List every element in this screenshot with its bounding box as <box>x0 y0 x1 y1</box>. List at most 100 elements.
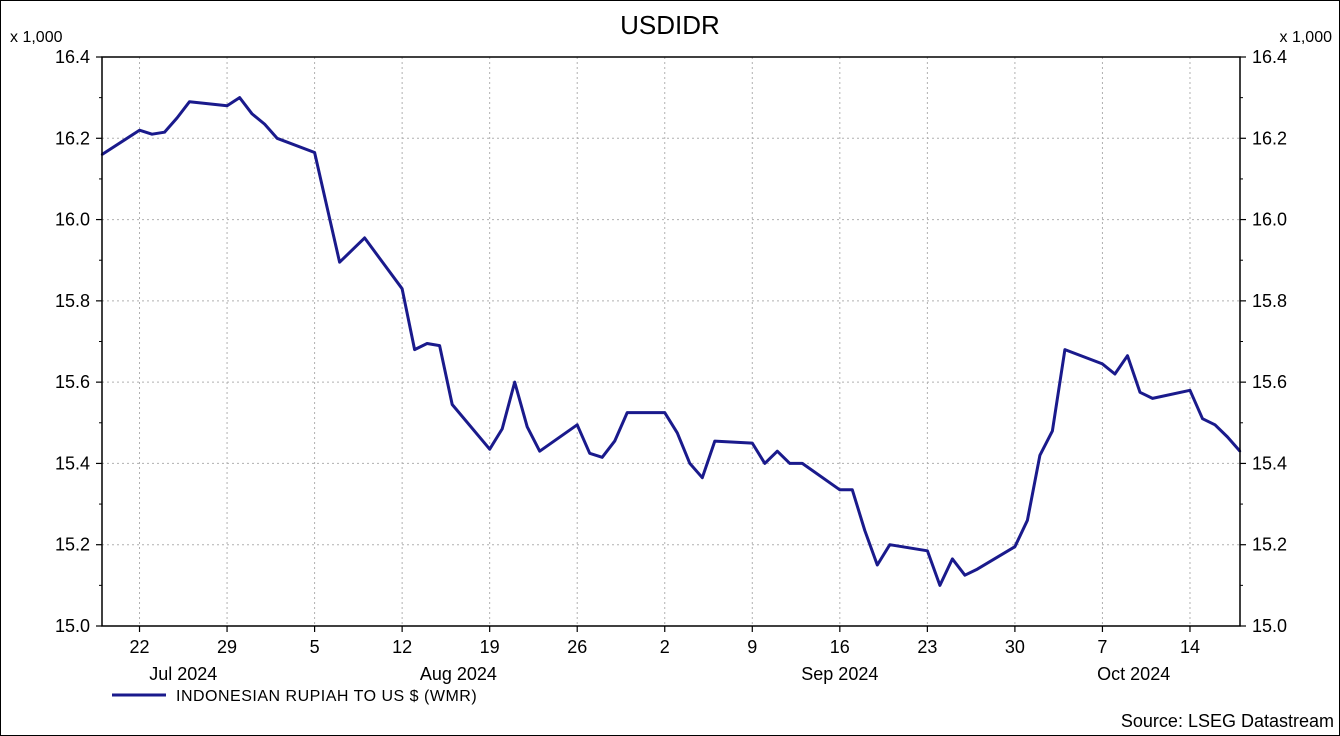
data-point <box>713 439 716 443</box>
data-point <box>263 122 266 126</box>
x-tick-label: 7 <box>1097 637 1107 657</box>
data-point <box>1151 397 1154 400</box>
data-point <box>501 427 504 431</box>
y-tick-label-left: 15.6 <box>55 372 90 392</box>
x-tick-label: 9 <box>747 637 757 657</box>
data-point <box>976 567 979 571</box>
data-point <box>1101 362 1104 366</box>
y-tick-label-right: 15.4 <box>1252 453 1287 473</box>
data-point <box>751 441 754 445</box>
data-point <box>801 462 804 465</box>
y-tick-label-left: 15.8 <box>55 291 90 311</box>
data-point <box>225 104 229 108</box>
data-point <box>688 462 691 465</box>
data-point <box>888 543 891 546</box>
data-point <box>776 450 779 453</box>
data-point <box>963 574 967 577</box>
chart-title: USDIDR <box>620 10 720 40</box>
data-point <box>451 403 454 406</box>
data-point <box>413 348 416 351</box>
data-point <box>926 549 929 552</box>
data-point <box>150 133 154 136</box>
y-tick-label-right: 15.8 <box>1252 291 1287 311</box>
data-point <box>350 248 354 252</box>
data-point <box>513 380 516 384</box>
data-point <box>613 439 616 443</box>
data-point <box>238 96 241 99</box>
data-point <box>1188 389 1192 392</box>
y-tick-label-left: 16.2 <box>55 128 90 148</box>
source-note: Source: LSEG Datastream <box>1121 711 1334 731</box>
data-point <box>576 423 579 426</box>
y-tick-label-right: 15.6 <box>1252 372 1287 392</box>
data-point <box>1126 354 1129 357</box>
x-tick-label: 30 <box>1005 637 1025 657</box>
y-tick-label-right: 15.0 <box>1252 616 1287 636</box>
x-tick-label: 19 <box>480 637 500 657</box>
data-point <box>488 448 491 451</box>
legend-label: INDONESIAN RUPIAH TO US $ (WMR) <box>176 688 477 705</box>
data-point <box>313 151 316 154</box>
y-tick-label-right: 16.2 <box>1252 128 1287 148</box>
data-point <box>163 131 166 134</box>
data-point <box>1013 545 1017 548</box>
data-point <box>1063 348 1067 351</box>
y-tick-label-right: 16.4 <box>1252 47 1287 67</box>
data-point <box>325 206 329 209</box>
data-point <box>851 488 854 491</box>
x-month-label: Jul 2024 <box>149 664 217 684</box>
data-point <box>1138 391 1142 394</box>
y-tick-label-left: 15.2 <box>55 535 90 555</box>
data-point <box>188 100 191 103</box>
y-tick-label-left: 16.0 <box>55 210 90 230</box>
data-point <box>538 450 541 453</box>
x-month-label: Aug 2024 <box>420 664 497 684</box>
data-point <box>1026 519 1029 522</box>
data-point <box>338 261 341 264</box>
data-point <box>588 452 591 455</box>
plot-area-border <box>101 56 1241 627</box>
data-point <box>601 456 604 459</box>
series-line-usdidr <box>101 96 1242 587</box>
y-tick-label-left: 15.0 <box>55 616 90 636</box>
y-axis-right: 15.0 15.2 15.4 15.6 15.8 16.0 16.2 16.4 <box>1240 47 1287 636</box>
y-axis-left: 15.0 15.2 15.4 15.6 15.8 16.0 16.2 16.4 <box>55 47 102 636</box>
data-point <box>400 287 404 290</box>
data-point <box>250 112 254 116</box>
grid-lines <box>102 57 1240 626</box>
data-point <box>1226 435 1229 439</box>
data-point <box>838 488 841 491</box>
x-tick-label: 22 <box>130 637 150 657</box>
data-point <box>275 137 279 140</box>
x-month-label: Sep 2024 <box>801 664 878 684</box>
data-point <box>1201 417 1204 420</box>
left-scale-note: x 1,000 <box>10 29 63 46</box>
x-tick-label: 29 <box>217 637 237 657</box>
data-point <box>938 584 942 587</box>
data-point <box>363 236 366 240</box>
data-point <box>676 431 679 435</box>
data-point <box>425 342 429 345</box>
x-tick-label: 26 <box>567 637 587 657</box>
x-tick-label: 14 <box>1180 637 1200 657</box>
data-point <box>863 529 866 532</box>
data-point <box>1038 454 1042 457</box>
y-tick-label-right: 16.0 <box>1252 210 1287 230</box>
right-scale-note: x 1,000 <box>1280 29 1333 46</box>
x-tick-label: 5 <box>310 637 320 657</box>
data-point <box>175 116 179 120</box>
x-tick-label: 2 <box>660 637 670 657</box>
data-point <box>701 476 704 479</box>
data-point <box>626 411 629 414</box>
y-tick-label-right: 15.2 <box>1252 535 1287 555</box>
x-month-label: Oct 2024 <box>1097 664 1170 684</box>
x-tick-label: 16 <box>830 637 850 657</box>
y-tick-label-left: 15.4 <box>55 453 90 473</box>
series-layer <box>100 96 1242 587</box>
data-point <box>1213 423 1217 426</box>
data-point <box>438 344 441 347</box>
x-tick-label: 23 <box>917 637 937 657</box>
legend: INDONESIAN RUPIAH TO US $ (WMR) <box>112 688 477 705</box>
